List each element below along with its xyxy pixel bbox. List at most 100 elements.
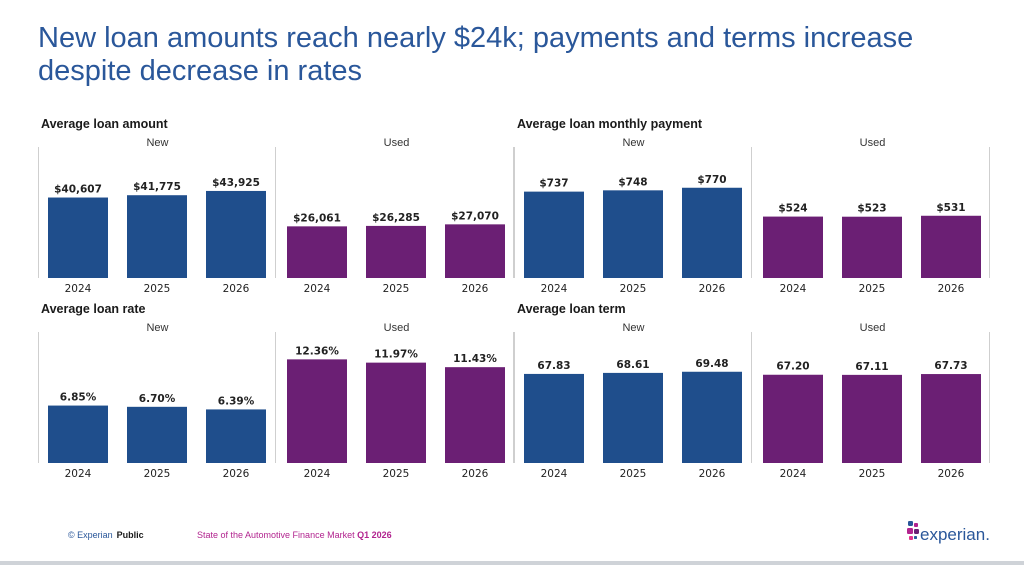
bar-new-2026 [206, 409, 266, 463]
x-tick-label: 2026 [699, 283, 726, 295]
data-label: $26,061 [293, 212, 341, 224]
chart-title: Average loan term [517, 302, 626, 316]
series-label-used: Used [384, 137, 410, 149]
bar-used-2025 [366, 362, 426, 463]
bar-used-2026 [921, 215, 981, 278]
x-tick-label: 2025 [383, 283, 410, 295]
data-label: $27,070 [451, 210, 499, 222]
data-label: 67.20 [776, 361, 809, 373]
experian-logo: experian. [906, 519, 1006, 549]
copyright-text: © Experian [68, 530, 113, 540]
x-tick-label: 2025 [620, 283, 647, 295]
bar-new-2026 [206, 190, 266, 278]
x-tick-label: 2025 [144, 283, 171, 295]
bar-used-2024 [763, 216, 823, 278]
data-label: 67.83 [537, 360, 570, 372]
data-label: 67.11 [855, 361, 888, 373]
x-tick-label: 2026 [938, 468, 965, 480]
x-tick-label: 2024 [541, 283, 568, 295]
data-label: 67.73 [934, 360, 967, 372]
x-tick-label: 2024 [65, 283, 92, 295]
logo-dots-icon [907, 521, 919, 540]
footer-report: State of the Automotive Finance Market Q… [197, 530, 392, 540]
slide-title: New loan amounts reach nearly $24k; paym… [38, 22, 914, 87]
data-label: 6.70% [139, 393, 176, 405]
chart-average-loan-rate: Average loan rate New 6.85% 2024 6.70% 2025 6… [38, 302, 516, 485]
bar-used-2025 [842, 374, 902, 463]
bar-new-2025 [127, 406, 187, 463]
data-label: 11.43% [453, 353, 497, 365]
data-label: $770 [697, 174, 726, 186]
series-label-new: New [146, 137, 168, 149]
data-label: 12.36% [295, 345, 339, 357]
data-label: 6.39% [218, 395, 255, 407]
data-label: $43,925 [212, 177, 260, 189]
chart-average-loan-term: Average loan term New 67.83 2024 68.61 2025 6… [514, 302, 992, 485]
data-label: $26,285 [372, 212, 420, 224]
bar-new-2024 [48, 405, 108, 463]
x-tick-label: 2026 [462, 283, 489, 295]
bar-used-2026 [445, 367, 505, 463]
footer-copyright: © Experian Public [68, 530, 144, 540]
bar-new-2024 [48, 197, 108, 278]
bar-new-2025 [603, 190, 663, 278]
x-tick-label: 2026 [462, 468, 489, 480]
x-tick-label: 2025 [859, 283, 886, 295]
data-label: $40,607 [54, 184, 102, 196]
series-label-new: New [622, 322, 644, 334]
bottom-rule [0, 561, 1024, 565]
x-tick-label: 2024 [65, 468, 92, 480]
chart-title: Average loan rate [41, 302, 146, 316]
bar-used-2024 [287, 226, 347, 278]
chart-canvas: New $737 2024 $748 2025 $770 2026 Used $524 2024 $… [514, 137, 990, 295]
x-tick-label: 2024 [304, 468, 331, 480]
x-tick-label: 2024 [541, 468, 568, 480]
x-tick-label: 2024 [780, 283, 807, 295]
series-label-used: Used [860, 137, 886, 149]
bar-new-2025 [127, 195, 187, 278]
chart-title: Average loan amount [41, 117, 168, 131]
chart-canvas: New 67.83 2024 68.61 2025 69.48 2026 Used 67.20 2… [514, 322, 990, 480]
x-tick-label: 2026 [223, 283, 250, 295]
data-label: 11.97% [374, 349, 418, 361]
bar-new-2024 [524, 191, 584, 278]
data-label: $748 [618, 176, 647, 188]
x-tick-label: 2024 [304, 283, 331, 295]
x-tick-label: 2025 [383, 468, 410, 480]
bar-used-2026 [921, 374, 981, 463]
bar-used-2025 [366, 225, 426, 278]
report-name: State of the Automotive Finance Market [197, 530, 355, 540]
data-label: 6.85% [60, 392, 97, 404]
x-tick-label: 2026 [938, 283, 965, 295]
bar-new-2025 [603, 372, 663, 463]
data-label: $531 [936, 202, 965, 214]
chart-title: Average loan monthly payment [517, 117, 702, 131]
report-period: Q1 2026 [357, 530, 392, 540]
data-label: $41,775 [133, 181, 181, 193]
series-label-used: Used [384, 322, 410, 334]
x-tick-label: 2026 [699, 468, 726, 480]
chart-canvas: New 6.85% 2024 6.70% 2025 6.39% 2026 Used 12.36%… [38, 322, 514, 480]
chart-average-loan-amount: Average loan amount New $40,607 2024 $41,77… [38, 117, 516, 300]
chart-average-loan-monthly-payment: Average loan monthly payment New $737 2024… [514, 117, 992, 300]
chart-canvas: New $40,607 2024 $41,775 2025 $43,925 2026 Used… [38, 137, 514, 295]
bar-used-2025 [842, 216, 902, 278]
logo-wordmark: experian. [920, 525, 990, 544]
x-tick-label: 2024 [780, 468, 807, 480]
data-label: 68.61 [616, 359, 649, 371]
x-tick-label: 2026 [223, 468, 250, 480]
x-tick-label: 2025 [620, 468, 647, 480]
series-label-new: New [622, 137, 644, 149]
classification-text: Public [116, 530, 144, 540]
bar-new-2026 [682, 371, 742, 463]
data-label: $737 [539, 178, 568, 190]
bar-used-2024 [287, 359, 347, 463]
x-tick-label: 2025 [144, 468, 171, 480]
series-label-used: Used [860, 322, 886, 334]
series-label-new: New [146, 322, 168, 334]
bar-new-2024 [524, 373, 584, 463]
x-tick-label: 2025 [859, 468, 886, 480]
data-label: $524 [778, 203, 807, 215]
bar-used-2026 [445, 224, 505, 278]
data-label: 69.48 [695, 358, 728, 370]
